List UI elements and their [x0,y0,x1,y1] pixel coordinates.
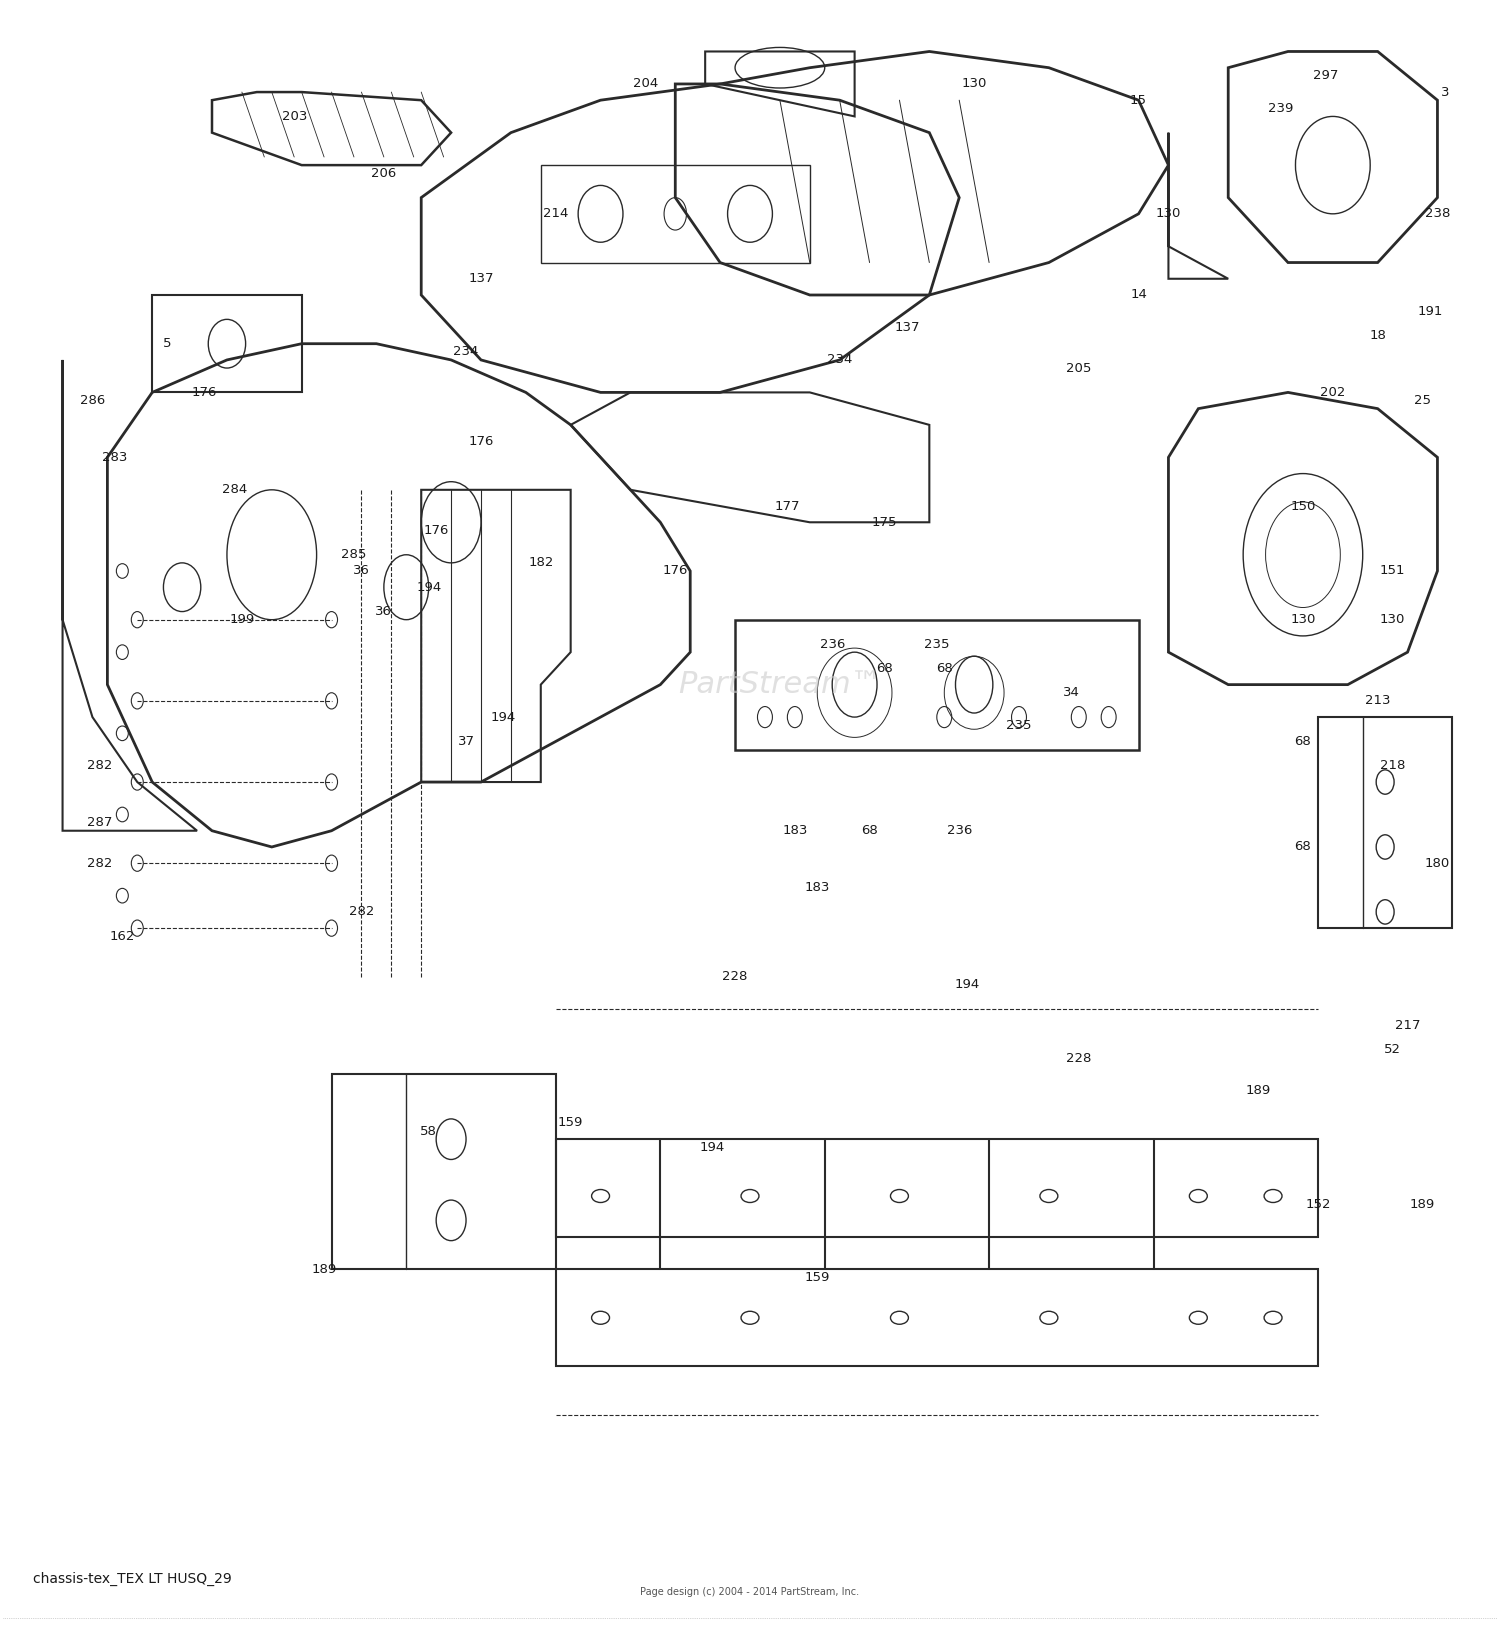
Text: 218: 218 [1380,759,1406,772]
Text: 130: 130 [1156,207,1180,220]
Text: 159: 159 [558,1116,584,1129]
Text: 137: 137 [894,321,920,334]
Text: 130: 130 [1290,613,1316,626]
Text: 159: 159 [804,1271,830,1284]
Text: 151: 151 [1380,565,1406,578]
Text: 68: 68 [1294,735,1311,748]
Text: 236: 236 [946,824,972,837]
Text: 182: 182 [528,557,554,570]
Text: 176: 176 [192,386,217,399]
Text: 68: 68 [936,661,952,674]
Text: Page design (c) 2004 - 2014 PartStream, Inc.: Page design (c) 2004 - 2014 PartStream, … [640,1587,860,1596]
Text: 183: 183 [804,881,830,894]
Text: 285: 285 [342,549,366,562]
Text: 228: 228 [1066,1051,1092,1064]
Text: 206: 206 [370,166,396,179]
Text: 58: 58 [420,1124,436,1137]
Text: 217: 217 [1395,1020,1420,1033]
Text: 283: 283 [102,451,128,464]
Text: 238: 238 [1425,207,1450,220]
Text: 176: 176 [468,435,494,448]
Text: 214: 214 [543,207,568,220]
Text: 68: 68 [861,824,877,837]
Text: chassis-tex_TEX LT HUSQ_29: chassis-tex_TEX LT HUSQ_29 [33,1572,231,1585]
Text: PartStream™: PartStream™ [678,670,882,699]
Text: 177: 177 [774,500,800,513]
Text: 130: 130 [1380,613,1406,626]
Text: 287: 287 [87,816,112,829]
Text: 183: 183 [782,824,807,837]
Text: 282: 282 [87,759,112,772]
Text: 180: 180 [1425,857,1450,870]
Text: 194: 194 [416,580,441,593]
Text: 25: 25 [1414,394,1431,407]
Text: 297: 297 [1312,70,1338,83]
Text: 189: 189 [1245,1083,1270,1096]
Text: 234: 234 [453,345,478,358]
Text: 176: 176 [423,525,448,538]
Text: 204: 204 [633,78,658,91]
Text: 68: 68 [1294,841,1311,854]
Text: 213: 213 [1365,694,1390,707]
Text: 235: 235 [1007,718,1032,731]
Text: 130: 130 [962,78,987,91]
Text: 189: 189 [312,1262,336,1276]
Text: 236: 236 [819,637,844,650]
Text: 228: 228 [723,971,747,984]
Text: 152: 152 [1305,1197,1330,1210]
Text: 284: 284 [222,484,248,497]
Text: 202: 202 [1320,386,1346,399]
Text: 5: 5 [164,337,171,350]
Text: 286: 286 [80,394,105,407]
Text: 282: 282 [350,906,374,919]
Text: 137: 137 [468,272,494,285]
Text: 205: 205 [1066,362,1092,375]
Text: 14: 14 [1130,288,1148,301]
Text: 282: 282 [87,857,112,870]
Text: 189: 189 [1410,1197,1436,1210]
Text: 18: 18 [1370,329,1386,342]
Text: 235: 235 [924,637,950,650]
Text: 150: 150 [1290,500,1316,513]
Text: 162: 162 [110,930,135,943]
Text: 194: 194 [700,1140,726,1153]
Text: 194: 194 [954,979,980,992]
Text: 52: 52 [1384,1044,1401,1056]
Text: 36: 36 [352,565,370,578]
Text: 37: 37 [458,735,474,748]
Text: 194: 194 [490,710,516,723]
Text: 191: 191 [1418,305,1443,318]
Text: 176: 176 [663,565,688,578]
Text: 36: 36 [375,604,393,617]
Text: 175: 175 [871,516,897,529]
Bar [542,165,810,262]
Text: 234: 234 [827,353,852,367]
Text: 239: 239 [1268,101,1293,114]
Text: 199: 199 [230,613,255,626]
Text: 34: 34 [1064,686,1080,699]
Text: 3: 3 [1440,86,1449,99]
Text: 15: 15 [1130,94,1148,106]
Text: 203: 203 [282,109,308,122]
Text: 68: 68 [876,661,892,674]
